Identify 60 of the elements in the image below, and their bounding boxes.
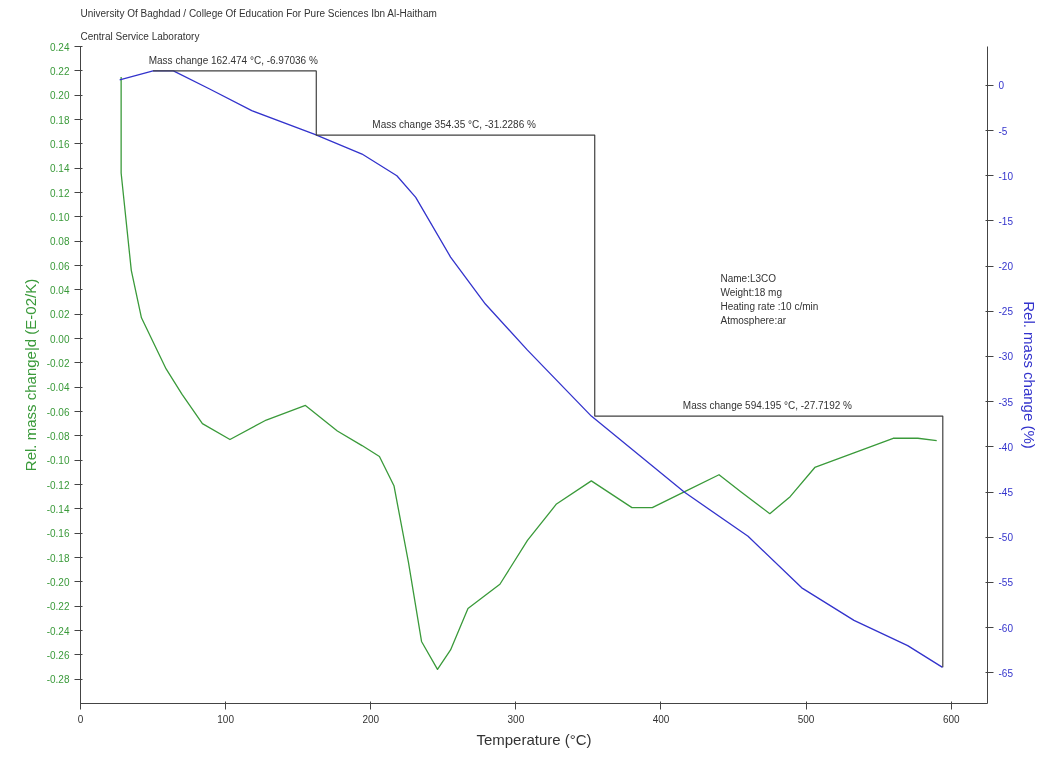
chart-title: University Of Baghdad / College Of Education For Pure Sciences Ibn Al-Haitham bbox=[80, 7, 437, 19]
annotation: Name:L3CO bbox=[720, 272, 777, 284]
y2-tick-label: -40 bbox=[998, 441, 1014, 453]
x-tick-label: 400 bbox=[652, 713, 670, 725]
x-tick-label: 100 bbox=[217, 713, 235, 725]
y-tick-label: 0.02 bbox=[50, 309, 70, 321]
chart-subtitle: Central Service Laboratory bbox=[80, 30, 200, 42]
x-tick-label: 200 bbox=[362, 713, 380, 725]
y-tick-label: 0.12 bbox=[50, 187, 70, 199]
annotation: Atmosphere:ar bbox=[720, 314, 787, 326]
annotation: Mass change 594.195 °C, -27.7192 % bbox=[682, 400, 853, 412]
y-tick-label: 0.08 bbox=[50, 236, 70, 248]
x-tick-label: 600 bbox=[942, 713, 960, 725]
y2-tick-label: -35 bbox=[998, 396, 1014, 408]
y-tick-label: -0.22 bbox=[46, 601, 70, 613]
y2-tick-label: -5 bbox=[998, 125, 1008, 137]
x-axis-title: Temperature (°C) bbox=[476, 730, 592, 748]
y2-tick-label: -50 bbox=[998, 532, 1014, 544]
y2-axis-title: Rel. mass change (%) bbox=[1020, 301, 1038, 449]
y-tick-label: -0.18 bbox=[46, 552, 70, 564]
y2-tick-label: -55 bbox=[998, 577, 1014, 589]
y-tick-label: -0.12 bbox=[46, 479, 70, 491]
x-tick-label: 500 bbox=[797, 713, 815, 725]
x-tick-label: 0 bbox=[77, 713, 84, 725]
y-tick-label: 0.14 bbox=[50, 163, 70, 175]
y-tick-label: -0.10 bbox=[46, 455, 70, 467]
y-tick-label: 0.06 bbox=[50, 260, 70, 272]
y2-tick-label: -20 bbox=[998, 261, 1014, 273]
annotation: Weight:18 mg bbox=[720, 286, 783, 298]
y-tick-label: -0.08 bbox=[46, 430, 70, 442]
y-tick-label: 0.04 bbox=[50, 284, 70, 296]
y-tick-label: 0.00 bbox=[50, 333, 70, 345]
y2-tick-label: -45 bbox=[998, 487, 1014, 499]
y-tick-label: 0.20 bbox=[50, 90, 70, 102]
y-tick-label: 0.10 bbox=[50, 211, 70, 223]
y-tick-label: 0.18 bbox=[50, 114, 70, 126]
y-tick-label: 0.22 bbox=[50, 65, 70, 77]
y-tick-label: -0.28 bbox=[46, 674, 70, 686]
y-tick-label: 0.24 bbox=[50, 41, 70, 53]
y2-tick-label: -30 bbox=[998, 351, 1014, 363]
y-tick-label: -0.04 bbox=[46, 382, 70, 394]
y-tick-label: -0.24 bbox=[46, 625, 70, 637]
y-tick-label: -0.26 bbox=[46, 649, 70, 661]
annotation: Mass change 354.35 °C, -31.2286 % bbox=[372, 119, 536, 131]
y-tick-label: -0.14 bbox=[46, 503, 70, 515]
y2-tick-label: -60 bbox=[998, 622, 1014, 634]
y2-tick-label: -15 bbox=[998, 215, 1014, 227]
y-tick-label: -0.06 bbox=[46, 406, 70, 418]
y2-tick-label: 0 bbox=[998, 80, 1005, 92]
y-tick-label: -0.20 bbox=[46, 576, 70, 588]
y2-tick-label: -65 bbox=[998, 667, 1014, 679]
y-tick-label: -0.02 bbox=[46, 357, 70, 369]
x-tick-label: 300 bbox=[507, 713, 525, 725]
y-tick-label: 0.16 bbox=[50, 138, 70, 150]
y-tick-label: -0.16 bbox=[46, 528, 70, 540]
y2-tick-label: -10 bbox=[998, 170, 1014, 182]
annotation: Mass change 162.474 °C, -6.97036 % bbox=[148, 54, 318, 66]
y-axis-title: Rel. mass change|d (E-02/K) bbox=[21, 278, 39, 472]
y2-tick-label: -25 bbox=[998, 306, 1014, 318]
annotation: Heating rate :10 c/min bbox=[720, 300, 819, 312]
